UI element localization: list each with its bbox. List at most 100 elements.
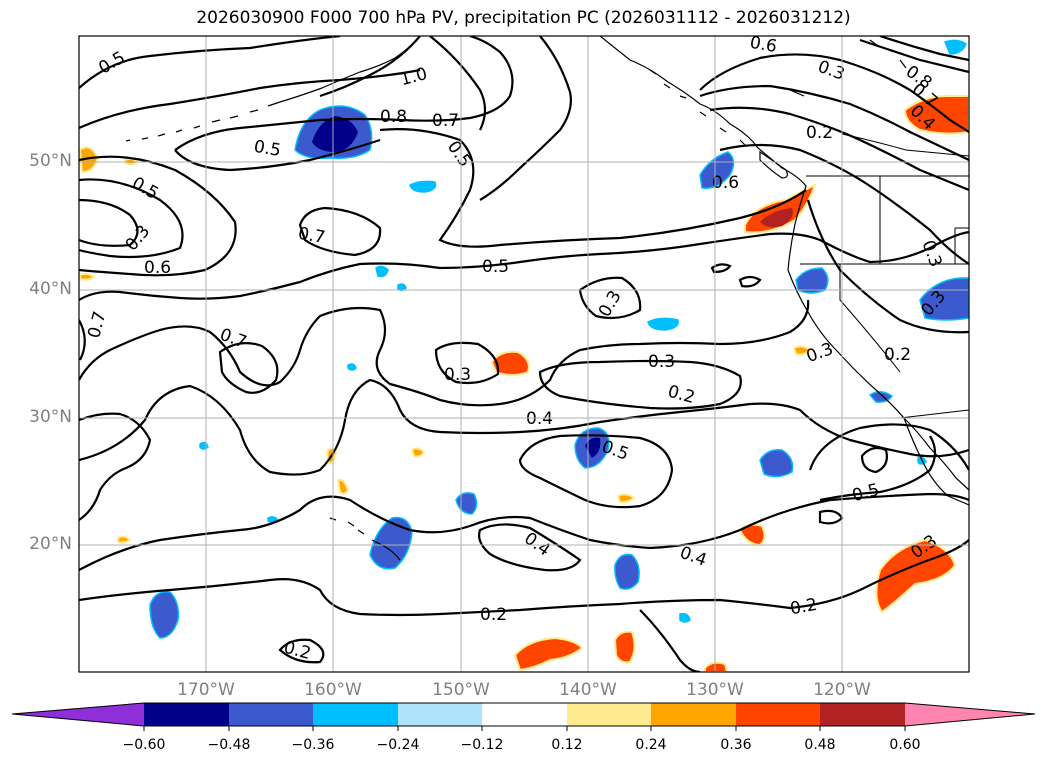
- pv-contour: [808, 423, 969, 471]
- neg-patch: [679, 612, 691, 623]
- contour-label: 0.3: [648, 352, 675, 372]
- aleutian-chain: [125, 101, 281, 142]
- colorbar-bin: [736, 703, 820, 726]
- lat-label-50n: 50°N: [29, 151, 72, 171]
- pv-contour: [479, 36, 572, 201]
- map-title: 2026030900 F000 700 hPa PV, precipitatio…: [196, 8, 851, 28]
- colorbar-tick-label: 0.60: [889, 737, 921, 753]
- baja-coast: [903, 417, 969, 506]
- neg-patch: [347, 363, 357, 371]
- pos-patch: [410, 447, 426, 458]
- neg-patch: [375, 265, 389, 278]
- pos-patch: [490, 350, 530, 376]
- neg-patch: [699, 151, 735, 189]
- neg-patch-core: [585, 437, 601, 458]
- pos-patch: [117, 535, 132, 544]
- north-american-coast: [599, 36, 969, 491]
- contour-label: 0.7: [432, 111, 459, 131]
- neg-patch: [369, 516, 413, 570]
- pv-contour: [79, 319, 86, 361]
- colorbar-tick-label: −0.36: [291, 737, 335, 753]
- pv-contour: [79, 412, 152, 521]
- neg-patch: [614, 553, 640, 590]
- neg-patch: [409, 180, 437, 193]
- contour-label: 0.7: [296, 224, 326, 248]
- pv-contour: [578, 276, 642, 320]
- graticule: [79, 36, 969, 672]
- colorbar-bin: [651, 703, 736, 726]
- contour-label: 0.8: [380, 107, 407, 127]
- colorbar-tick-label: −0.60: [122, 737, 166, 753]
- pv-contour: [278, 638, 325, 664]
- pv-contour: [79, 539, 969, 617]
- contour-label: 0.2: [884, 345, 911, 365]
- colorbar: [11, 702, 1036, 731]
- pos-patch: [704, 661, 729, 672]
- contour-label: 0.2: [480, 605, 507, 625]
- pv-contour: [174, 138, 381, 172]
- pos-patch: [903, 94, 969, 135]
- pv-contour: [639, 609, 701, 672]
- pv-contour: [79, 155, 237, 277]
- neg-patch: [759, 448, 794, 478]
- neg-patch: [943, 39, 967, 55]
- pv-contour: [518, 434, 674, 509]
- lon-label-150w: 150°W: [432, 680, 490, 700]
- contour-label: 0.5: [482, 257, 509, 277]
- map-area: 0.5 1.0 0.8 0.7 0.5 0.5 0.3 0.8 0.7 0.4 …: [79, 33, 969, 672]
- contour-label: 0.3: [444, 365, 471, 385]
- state-border: [839, 264, 901, 373]
- pv-contour: [719, 143, 969, 265]
- contour-label: 0.6: [748, 33, 778, 57]
- pos-patch: [79, 272, 96, 281]
- colorbar-bin: [398, 703, 482, 726]
- neg-patch-core: [312, 116, 358, 152]
- colorbar-extend-high: [905, 703, 1035, 726]
- pv-contours: [79, 36, 969, 672]
- pv-contour: [819, 435, 937, 502]
- positive-precip-patches: [79, 94, 969, 672]
- colorbar-tick-label: −0.12: [460, 737, 504, 753]
- pv-contour: [879, 36, 969, 62]
- pv-contour: [434, 341, 500, 385]
- pv-contour: [379, 128, 807, 248]
- lat-label-20n: 20°N: [29, 534, 72, 554]
- contour-label: 0.2: [806, 123, 833, 143]
- pv-contour: [806, 199, 969, 334]
- pv-contour: [860, 446, 888, 474]
- colorbar-bin: [313, 703, 398, 726]
- political-borders: [800, 36, 969, 419]
- pv-contour: [174, 36, 514, 151]
- state-border: [954, 227, 969, 264]
- map-frame: [78, 35, 970, 673]
- lon-label-130w: 130°W: [686, 680, 744, 700]
- contour-label: 0.5: [252, 137, 282, 161]
- contour-label: 0.2: [789, 595, 819, 619]
- vancouver-island: [759, 150, 788, 179]
- pv-contour: [79, 492, 969, 571]
- pv-contour: [738, 275, 762, 288]
- lat-label-40n: 40°N: [29, 279, 72, 299]
- colorbar-bin: [229, 703, 313, 726]
- neg-patch: [795, 267, 829, 294]
- pv-contour: [319, 36, 421, 98]
- pv-contour: [218, 341, 279, 394]
- pos-patch: [513, 636, 584, 672]
- pv-contour: [699, 53, 969, 133]
- pos-patch: [792, 345, 812, 356]
- alaska-canada-border: [841, 36, 969, 157]
- pos-patch: [613, 630, 636, 664]
- pv-contour: [478, 523, 582, 572]
- pv-contour: [79, 198, 139, 247]
- contour-label: 0.6: [712, 173, 739, 193]
- pv-contour: [429, 36, 487, 131]
- pv-contour: [298, 206, 382, 257]
- pos-patch: [336, 478, 350, 495]
- lon-label-120w: 120°W: [813, 680, 871, 700]
- coastal-islands: [649, 69, 747, 147]
- colorbar-ticks: [143, 726, 906, 731]
- pv-contour: [710, 263, 732, 274]
- lat-label-30n: 30°N: [29, 407, 72, 427]
- us-mexico-border: [899, 409, 969, 419]
- lon-label-140w: 140°W: [559, 680, 617, 700]
